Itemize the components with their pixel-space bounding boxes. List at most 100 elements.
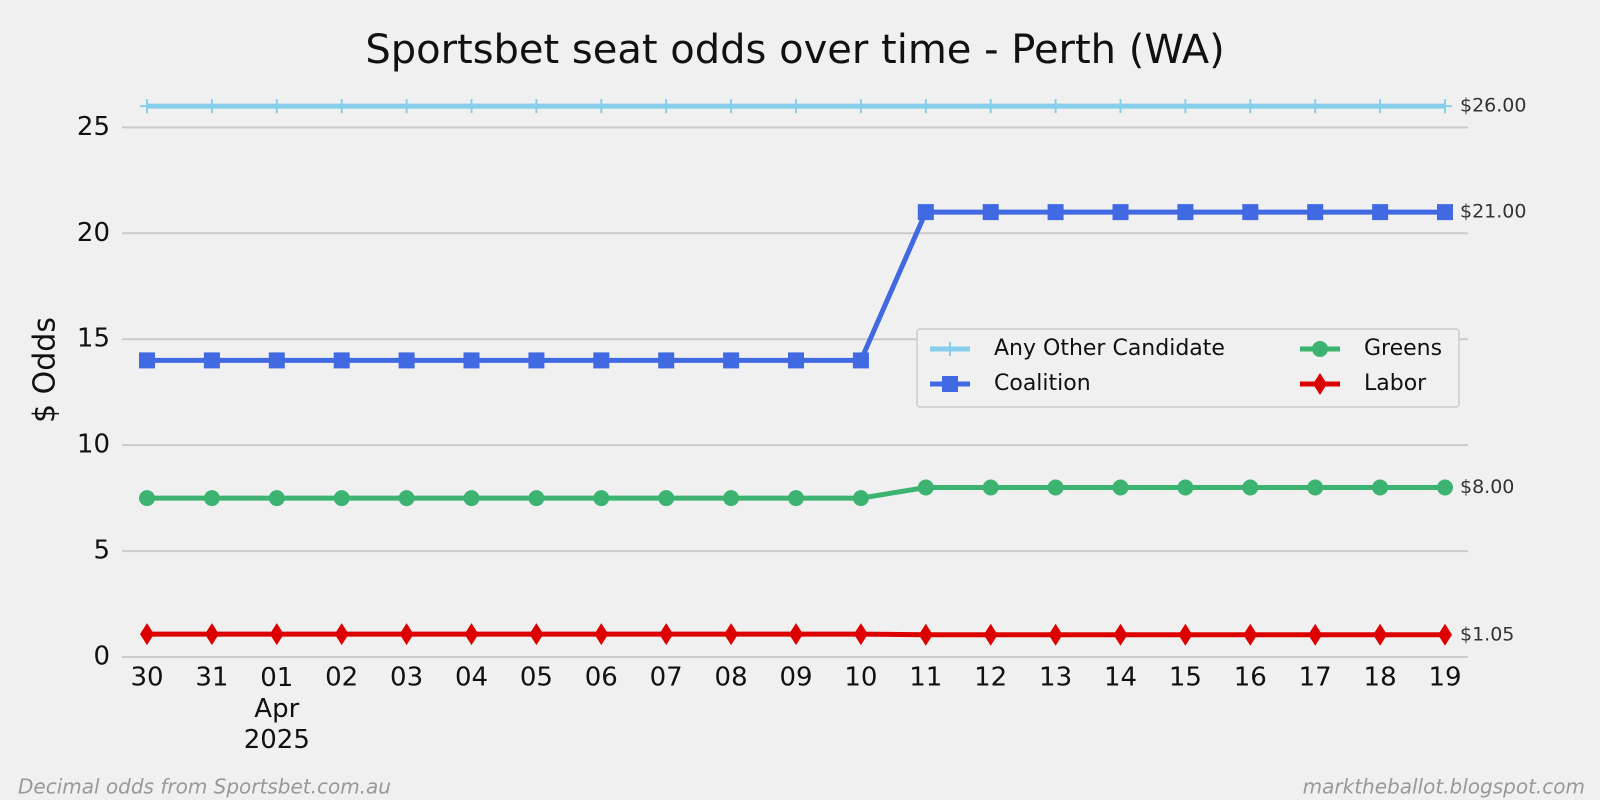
marker bbox=[658, 490, 675, 507]
marker bbox=[1307, 204, 1324, 221]
legend-marker bbox=[1312, 341, 1328, 357]
marker bbox=[853, 623, 868, 646]
legend-marker bbox=[1313, 373, 1327, 395]
legend: Any Other Candidate Coalition Greens Labor bbox=[916, 328, 1460, 408]
marker bbox=[203, 490, 220, 507]
marker bbox=[1373, 623, 1388, 646]
series bbox=[139, 204, 1453, 369]
marker bbox=[333, 352, 350, 369]
value-label: $8.00 bbox=[1460, 476, 1514, 498]
marker bbox=[1243, 99, 1258, 114]
marker bbox=[334, 99, 349, 114]
marker bbox=[594, 623, 609, 646]
x-tick-label: 31 bbox=[195, 663, 228, 693]
x-tick-label: 13 bbox=[1039, 663, 1072, 693]
marker bbox=[723, 490, 740, 507]
x-tick-label: 17 bbox=[1299, 663, 1332, 693]
marker bbox=[852, 490, 869, 507]
marker bbox=[593, 352, 610, 369]
marker bbox=[269, 623, 284, 646]
y-tick-label: 15 bbox=[77, 324, 110, 354]
x-tick-label: 12 bbox=[974, 663, 1007, 693]
x-tick-label: 01 Apr 2025 bbox=[244, 663, 310, 755]
y-tick-label: 5 bbox=[93, 536, 110, 566]
marker bbox=[1048, 99, 1063, 114]
x-tick-label: 10 bbox=[844, 663, 877, 693]
value-label: $26.00 bbox=[1460, 95, 1526, 117]
marker bbox=[464, 99, 479, 114]
marker bbox=[788, 490, 804, 507]
legend-label: Any Other Candidate bbox=[994, 336, 1225, 361]
marker bbox=[983, 99, 998, 114]
marker bbox=[268, 490, 285, 507]
legend-marker bbox=[942, 376, 958, 392]
marker bbox=[529, 623, 544, 646]
marker bbox=[528, 490, 545, 507]
marker bbox=[593, 490, 610, 507]
footer-site: marktheballot.blogspot.com bbox=[1303, 775, 1585, 799]
marker bbox=[1373, 99, 1388, 114]
x-tick-label: 16 bbox=[1234, 663, 1267, 693]
y-axis-label: $ Odds bbox=[28, 317, 63, 423]
legend-label: Coalition bbox=[994, 371, 1091, 396]
marker bbox=[463, 490, 480, 507]
marker bbox=[789, 623, 803, 646]
marker bbox=[333, 490, 350, 507]
marker bbox=[1112, 204, 1129, 221]
marker bbox=[918, 99, 933, 114]
footer-source: Decimal odds from Sportsbet.com.au bbox=[18, 775, 391, 799]
marker bbox=[1308, 99, 1323, 114]
series bbox=[140, 99, 1452, 114]
marker bbox=[140, 99, 154, 114]
legend-label: Greens bbox=[1364, 336, 1442, 361]
x-tick-label: 19 bbox=[1428, 663, 1461, 693]
marker bbox=[1438, 623, 1452, 646]
marker bbox=[788, 352, 804, 369]
marker bbox=[1437, 479, 1453, 496]
marker bbox=[399, 623, 414, 646]
series bbox=[139, 479, 1453, 507]
marker bbox=[1113, 623, 1128, 646]
marker bbox=[983, 623, 998, 646]
marker bbox=[204, 623, 219, 646]
x-tick-label: 14 bbox=[1104, 663, 1137, 693]
marker bbox=[1243, 623, 1258, 646]
x-tick-label: 06 bbox=[585, 663, 618, 693]
marker bbox=[659, 623, 674, 646]
marker bbox=[1178, 99, 1193, 114]
marker bbox=[204, 99, 219, 114]
marker bbox=[139, 352, 155, 369]
marker bbox=[1242, 204, 1259, 221]
marker bbox=[140, 623, 154, 646]
marker bbox=[528, 352, 545, 369]
marker bbox=[1372, 204, 1389, 221]
marker bbox=[1048, 623, 1063, 646]
marker bbox=[464, 623, 479, 646]
legend-marker bbox=[943, 342, 957, 356]
marker bbox=[398, 352, 415, 369]
marker bbox=[658, 352, 675, 369]
marker bbox=[398, 490, 415, 507]
marker bbox=[982, 479, 999, 496]
marker bbox=[334, 623, 349, 646]
marker bbox=[852, 352, 869, 369]
marker bbox=[917, 204, 934, 221]
marker bbox=[594, 99, 609, 114]
legend-label: Labor bbox=[1364, 371, 1427, 396]
marker bbox=[723, 352, 740, 369]
y-tick-label: 0 bbox=[93, 642, 110, 672]
marker bbox=[203, 352, 220, 369]
value-label: $21.00 bbox=[1460, 201, 1526, 223]
marker bbox=[1308, 623, 1323, 646]
y-tick-label: 20 bbox=[77, 218, 110, 248]
y-tick-label: 25 bbox=[77, 112, 110, 142]
marker bbox=[268, 352, 285, 369]
x-tick-label: 30 bbox=[130, 663, 163, 693]
x-tick-label: 04 bbox=[455, 663, 488, 693]
x-tick-label: 07 bbox=[650, 663, 683, 693]
chart-title: Sportsbet seat odds over time - Perth (W… bbox=[365, 27, 1224, 73]
marker bbox=[659, 99, 674, 114]
x-tick-label: 18 bbox=[1364, 663, 1397, 693]
